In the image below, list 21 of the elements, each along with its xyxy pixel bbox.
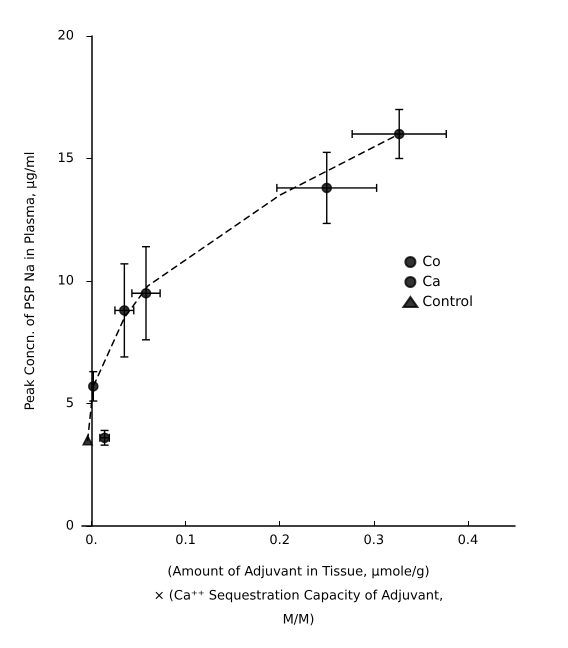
point: [140, 288, 152, 298]
x-tick-label: 0.: [85, 533, 98, 548]
y-tick-label: 10: [57, 274, 74, 288]
legend-label: Co: [422, 254, 441, 270]
y-tick-label: 5: [66, 396, 74, 411]
point: [119, 305, 130, 316]
point: [394, 128, 404, 140]
y-tick-label: 20: [57, 28, 74, 44]
x-tick-label: 0.4: [458, 533, 478, 548]
legend-label: Ca: [422, 274, 441, 290]
x-tick-label: 0.3: [363, 533, 384, 548]
y-axis-title: Peak Concn. of PSP Na in Plasma, μg/ml: [23, 152, 38, 410]
point: [88, 381, 99, 392]
x-tick-label: 0.2: [269, 533, 290, 548]
point: [82, 435, 93, 446]
point: [322, 182, 332, 194]
legend-label: Control: [422, 294, 474, 310]
x-axis-title: (Amount of Adjuvant in Tissue, μmole/g) × (Ca⁺⁺ Sequestration Capacity of Adjuvant, M/M): [154, 564, 444, 628]
y-tick-label: 0: [66, 518, 74, 534]
x-tick-label: 0.1: [175, 533, 196, 548]
y-tick-label: 15: [57, 151, 74, 166]
